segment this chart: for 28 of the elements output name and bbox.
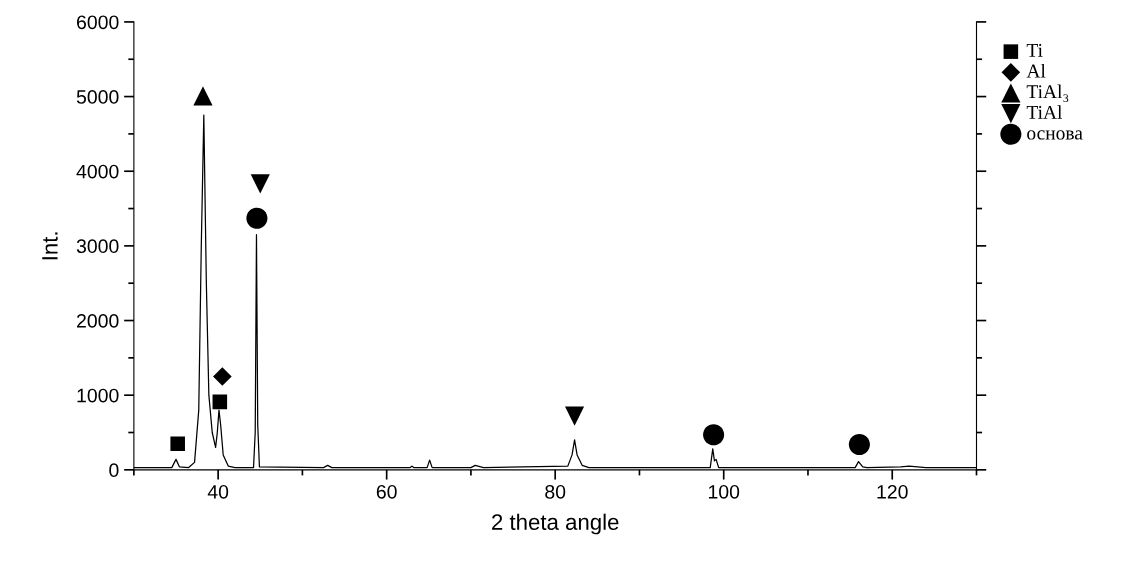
legend-label: Al [1026,63,1046,78]
point [212,394,228,410]
y-axis-title: Int. [42,232,58,260]
point [246,207,268,229]
legend-label: TiAl [1026,105,1063,119]
legend-label: Ti [1026,43,1043,57]
y-tick-label: 1000 [77,388,119,403]
x-axis-title: 2 theta angle [492,513,619,535]
point [565,406,585,426]
y-tick-label: 3000 [76,239,119,254]
point [170,436,185,451]
point [703,424,725,446]
x-tick-label: 80 [545,484,566,499]
legend-label: основа [1027,130,1083,140]
point [848,433,870,455]
legend-label: TiAl₃ [1026,84,1069,103]
x-tick-label: 120 [877,484,908,499]
y-tick-label: 6000 [77,15,119,30]
y-tick-label: 2000 [77,314,119,328]
x-tick-label: 40 [207,484,229,499]
y-tick-label: 5000 [76,90,119,104]
x-tick-label: 100 [708,484,740,499]
y-tick-label: 0 [109,463,119,478]
x-tick-label: 60 [376,484,397,499]
point [193,86,213,106]
point [213,367,232,386]
point [250,174,270,194]
y-tick-label: 4000 [76,164,119,179]
